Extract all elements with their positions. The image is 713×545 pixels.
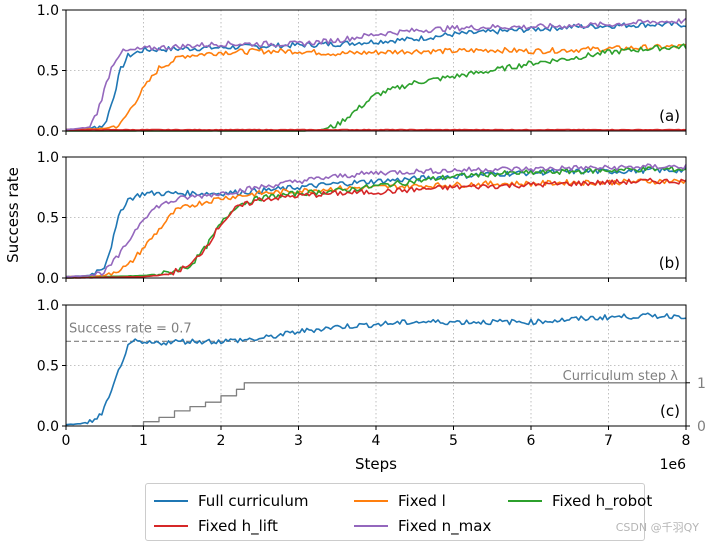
legend-swatch-full xyxy=(154,500,188,502)
legend-label: Fixed h_robot xyxy=(552,492,653,510)
series-line-fixed-h-lift xyxy=(65,177,687,279)
secondary-axis-label: Curriculum step λ xyxy=(563,369,679,384)
y-tick-label: 0.0 xyxy=(37,124,59,140)
panel-b: 0.0 0.5 1.0 (b) xyxy=(37,150,687,287)
legend-swatch-l xyxy=(354,500,388,502)
series-line-fixed-h-robot xyxy=(65,43,687,132)
panel-c: Success rate = 0.70.00.51.00 1 2 3 4 5 6 7 801Cu… xyxy=(37,298,706,449)
y-tick-label: 1.0 xyxy=(37,298,59,314)
legend-swatch-h-robot xyxy=(508,500,542,502)
series-line-curriculum-step xyxy=(131,382,686,427)
x-tick-label: 6 xyxy=(527,433,536,449)
y-tick-label: 1.0 xyxy=(37,150,59,166)
threshold-label: Success rate = 0.7 xyxy=(69,321,192,336)
panel-label: (b) xyxy=(659,254,680,272)
y-tick-label: 0.5 xyxy=(37,64,59,80)
x-tick-label: 1 xyxy=(139,433,148,449)
x-tick-label: 5 xyxy=(449,433,458,449)
y-tick-label: 0.5 xyxy=(37,211,59,227)
x-axis-label: Steps xyxy=(355,455,397,473)
series-line-fixed-h-robot xyxy=(66,165,687,279)
y-tick-label: 1.0 xyxy=(37,3,59,19)
legend-label: Fixed n_max xyxy=(398,517,492,535)
legend-swatch-n-max xyxy=(354,525,388,527)
panel-a: 0.0 0.5 1.0 (a) xyxy=(37,3,687,140)
panel-label: (c) xyxy=(660,402,680,420)
panel-label: (a) xyxy=(659,107,680,125)
x-tick-label: 3 xyxy=(294,433,303,449)
x-tick-label: 4 xyxy=(372,433,381,449)
secondary-tick-label: 0 xyxy=(697,419,706,435)
legend-item-fixed-h-lift: Fixed h_lift xyxy=(154,515,278,537)
legend-item-fixed-n-max: Fixed n_max xyxy=(354,515,491,537)
legend-label: Full curriculum xyxy=(198,492,309,510)
watermark: CSDN @千羽QY xyxy=(615,521,699,534)
legend: Full curriculum Fixed h_lift Fixed l Fix… xyxy=(145,483,652,541)
series-line-fixed-l xyxy=(66,43,687,131)
y-tick-label: 0.0 xyxy=(37,271,59,287)
legend-item-fixed-l: Fixed l xyxy=(354,490,446,512)
series-line-fixed-n-max xyxy=(65,17,687,131)
legend-label: Fixed l xyxy=(398,492,446,510)
legend-item-full-curriculum: Full curriculum xyxy=(154,490,308,512)
y-tick-label: 0.0 xyxy=(37,419,59,435)
y-tick-label: 0.5 xyxy=(37,359,59,375)
x-offset-label: 1e6 xyxy=(660,457,687,473)
legend-label: Fixed h_lift xyxy=(198,517,278,535)
x-tick-label: 7 xyxy=(604,433,613,449)
x-tick-label: 8 xyxy=(682,433,691,449)
series-line-full-curriculum xyxy=(65,312,687,426)
x-tick-label: 0 xyxy=(62,433,71,449)
legend-swatch-h-lift xyxy=(154,525,188,527)
secondary-tick-label: 1 xyxy=(697,376,706,392)
series-line-fixed-n-max xyxy=(65,163,687,278)
y-axis-label: Success rate xyxy=(4,167,22,263)
x-tick-label: 2 xyxy=(217,433,226,449)
legend-item-fixed-h-robot: Fixed h_robot xyxy=(508,490,652,512)
